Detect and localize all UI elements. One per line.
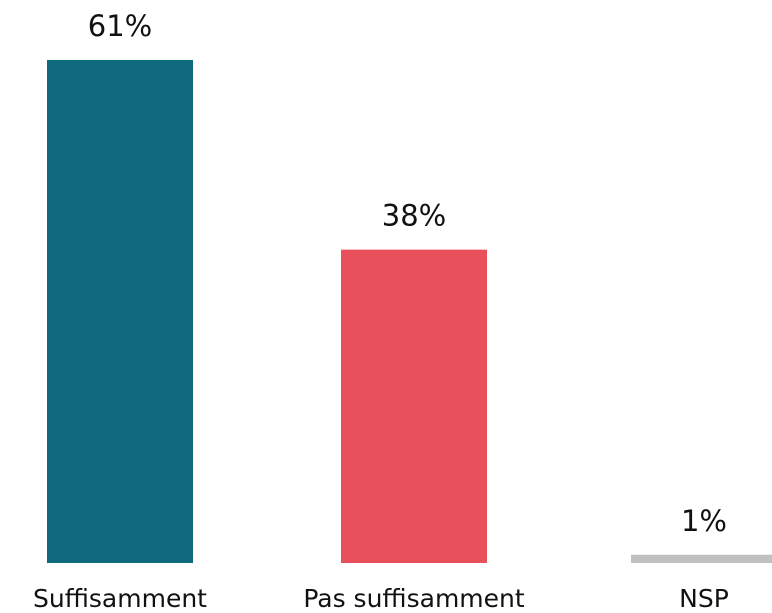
bar	[47, 60, 193, 563]
x-tick-label: Suffisamment	[33, 584, 207, 613]
bar	[631, 554, 772, 563]
bar	[341, 249, 487, 563]
value-label: 1%	[681, 504, 727, 538]
x-tick-label: Pas suffisamment	[303, 584, 525, 613]
value-label: 38%	[382, 199, 446, 233]
x-tick-label: NSP	[679, 584, 729, 613]
value-label: 61%	[88, 9, 152, 43]
